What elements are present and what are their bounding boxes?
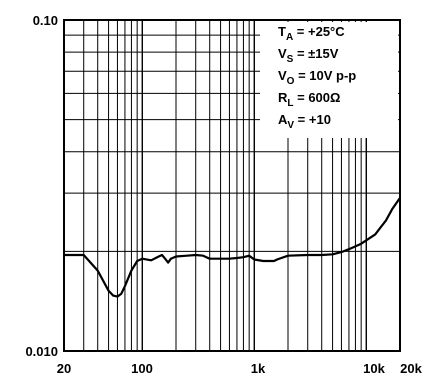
conditions-box: [260, 22, 398, 138]
condition-supply: VS = ±15V: [278, 46, 339, 65]
x-tick-label: 20k: [400, 361, 422, 376]
x-tick-label: 20: [57, 361, 71, 376]
y-tick-label: 0.10: [33, 13, 58, 28]
condition-temperature: TA = +25°C: [278, 24, 345, 43]
x-tick-label: 1k: [251, 361, 266, 376]
y-tick-label: 0.010: [25, 344, 58, 359]
grid-lines: [64, 20, 400, 351]
series-line: [64, 197, 401, 298]
condition-output: VO = 10V p-p: [278, 68, 356, 87]
condition-load: RL = 600Ω: [278, 90, 340, 109]
condition-gain: AV = +10: [278, 112, 331, 131]
x-tick-label: 100: [131, 361, 153, 376]
plot-frame: [63, 19, 401, 352]
x-tick-label: 10k: [363, 361, 385, 376]
